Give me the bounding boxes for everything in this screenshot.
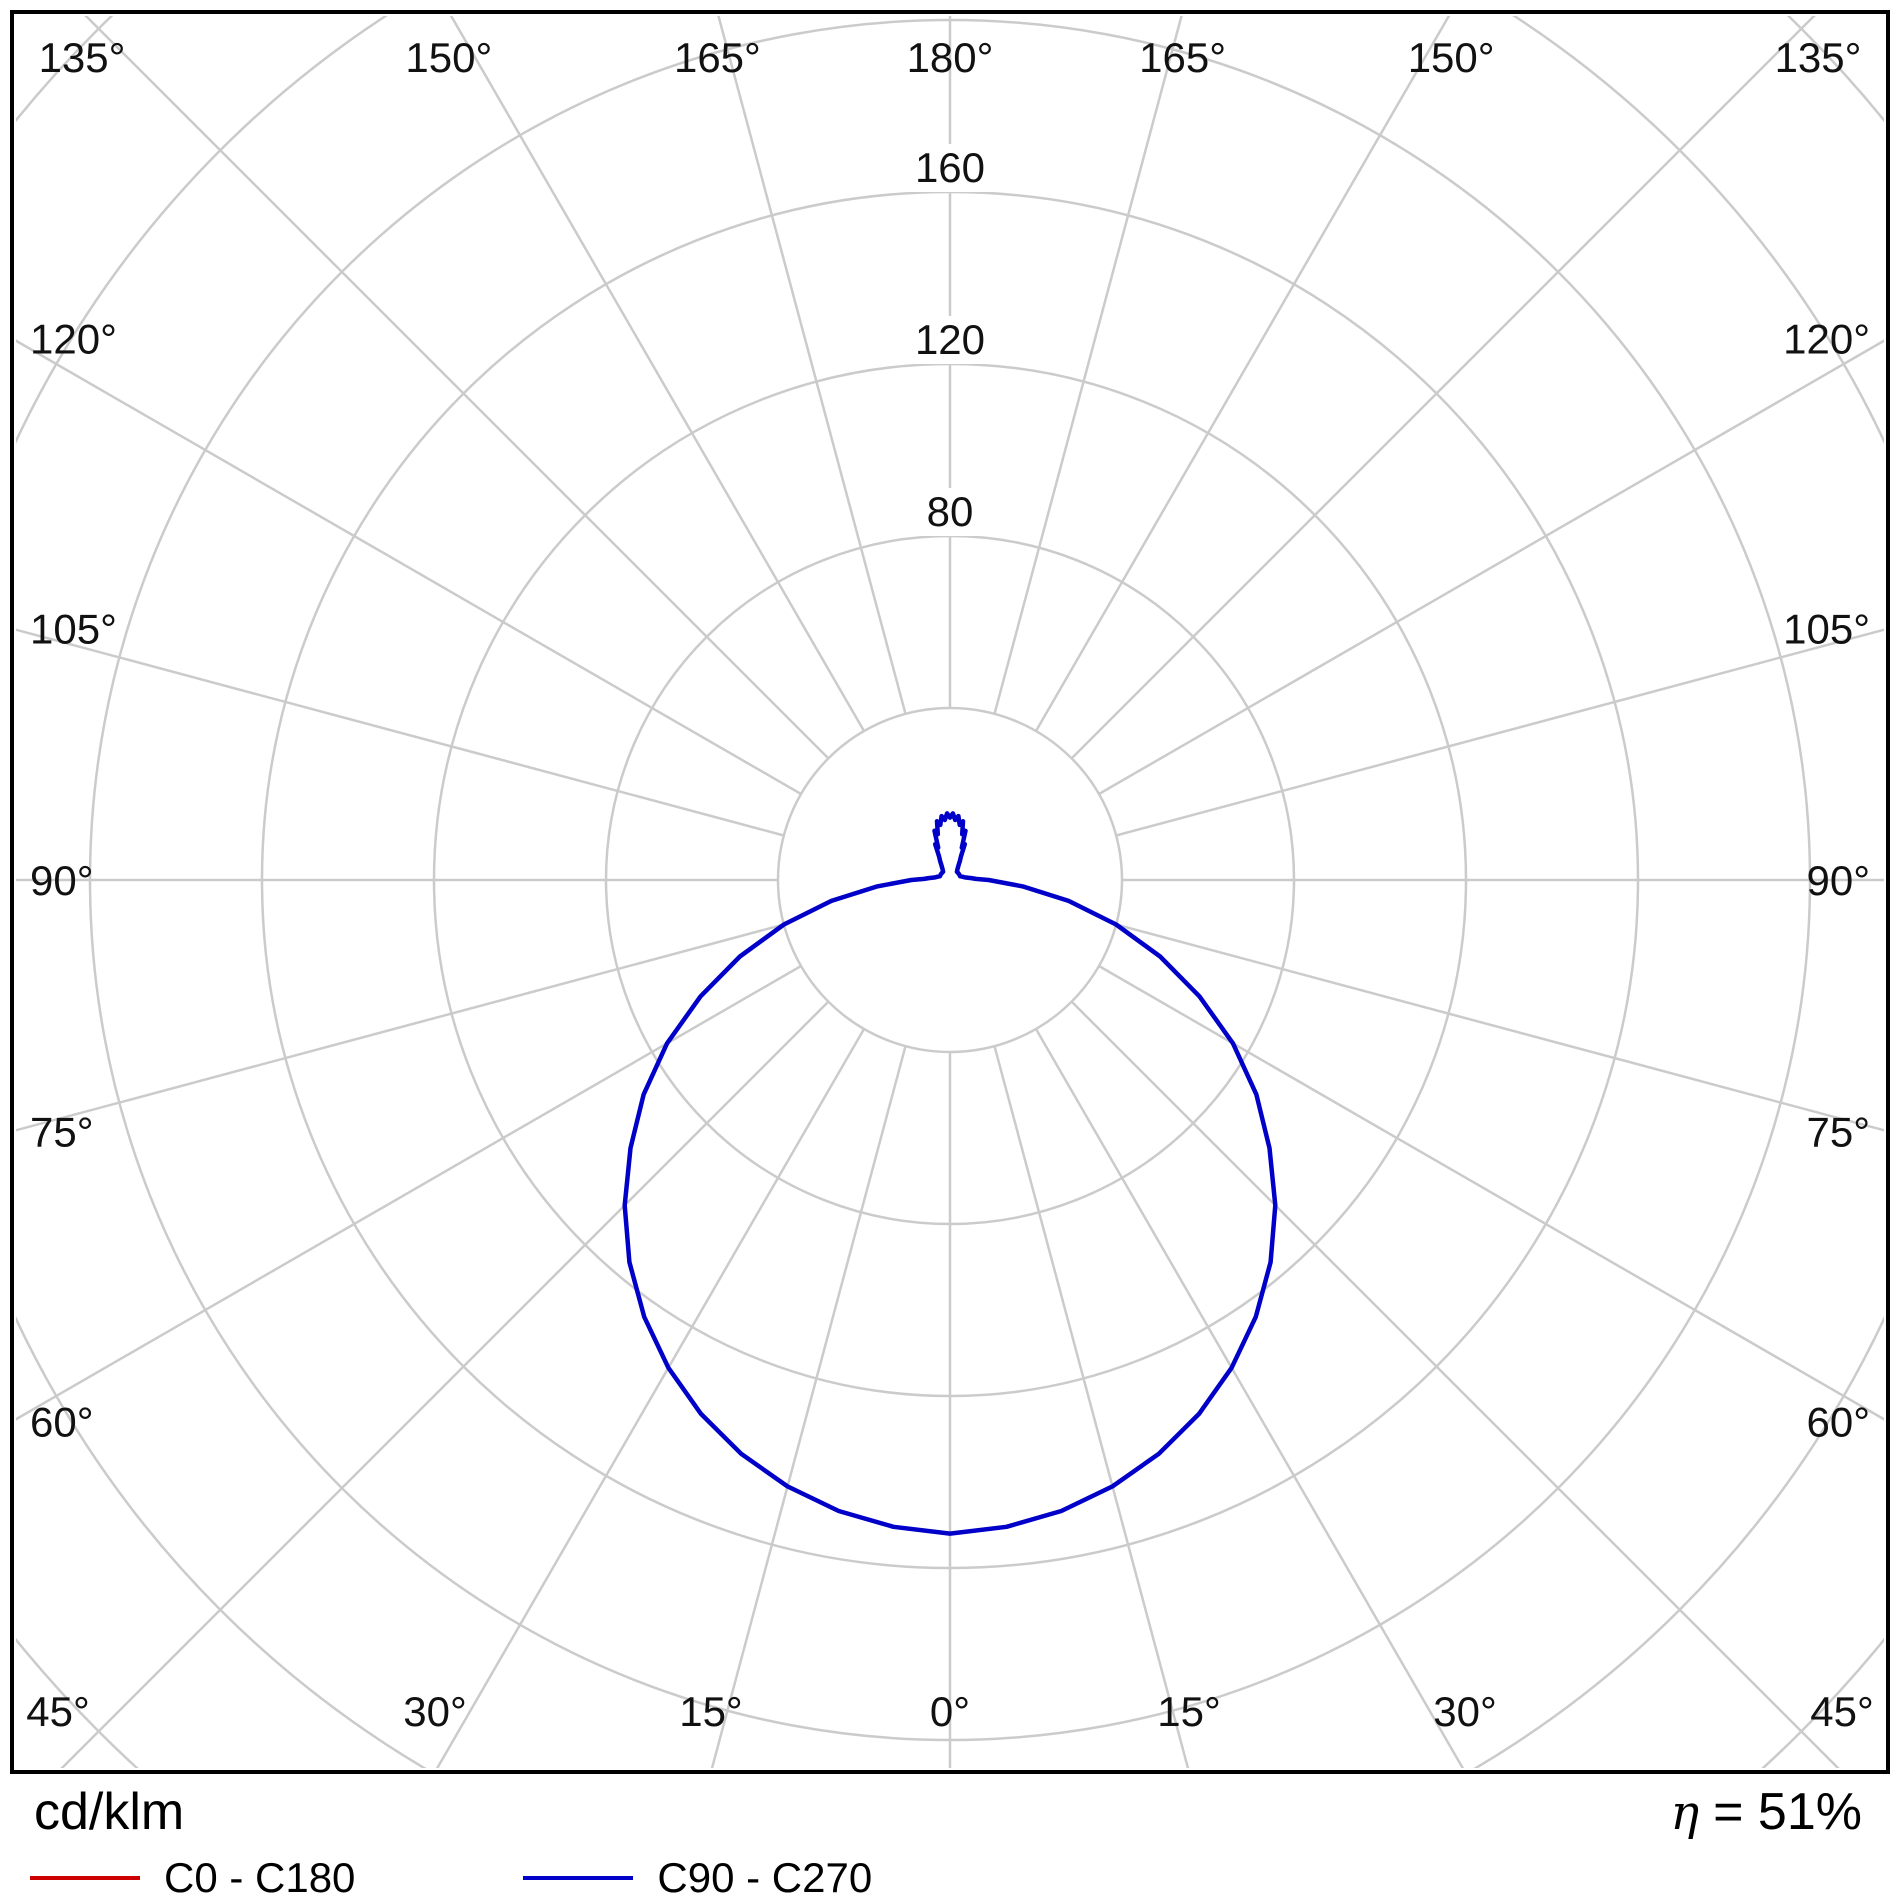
angle-label: 60° <box>1806 1399 1870 1446</box>
angle-label: 75° <box>1806 1108 1870 1155</box>
angle-label: 60° <box>30 1399 94 1446</box>
legend: C0 - C180 C90 - C270 <box>30 1854 1040 1900</box>
curve-c90-c270 <box>622 811 1278 1536</box>
eta-symbol: η <box>1670 1785 1700 1841</box>
legend-item-c90-c270: C90 - C270 <box>523 1854 872 1900</box>
angle-label: 150° <box>405 34 492 81</box>
angle-label: 90° <box>1806 857 1870 904</box>
ring-value-label: 160 <box>915 144 985 191</box>
angle-label: 120° <box>1783 315 1870 362</box>
grid-radial-line <box>1034 1028 1465 1768</box>
angle-label: 180° <box>907 34 994 81</box>
angle-label: 90° <box>30 857 94 904</box>
ring-value-label: 120 <box>915 316 985 363</box>
grid-radial-line <box>1070 1000 1840 1768</box>
angle-label: 15° <box>679 1688 743 1735</box>
angle-label: 30° <box>1433 1688 1497 1735</box>
ring-label-bg <box>897 316 1003 364</box>
unit-label: cd/klm <box>34 1783 185 1841</box>
angle-label: 45° <box>1810 1688 1874 1735</box>
angle-label: 120° <box>30 315 117 362</box>
grid-radial-line <box>449 16 866 732</box>
grid-radial-line <box>993 1045 1190 1768</box>
legend-label: C0 - C180 <box>164 1854 356 1900</box>
grid-radial-line <box>84 16 830 760</box>
angle-label: 135° <box>39 34 126 81</box>
grid-radial-line <box>16 628 785 837</box>
grid-radial-line <box>435 1028 866 1768</box>
angle-label: 30° <box>403 1688 467 1735</box>
grid-radial-line <box>16 339 802 796</box>
efficiency-label: η = 51% <box>1670 1783 1862 1841</box>
legend-label: C90 - C270 <box>657 1854 873 1900</box>
grid-radial-line <box>993 16 1183 715</box>
angle-label: 165° <box>674 34 761 81</box>
grid-radial-line <box>710 1045 907 1768</box>
angle-label: 150° <box>1408 34 1495 81</box>
ring-label-bg <box>897 144 1003 192</box>
red-line-swatch <box>30 1876 140 1880</box>
grid-radial-line <box>1098 964 1884 1421</box>
angle-label: 165° <box>1139 34 1226 81</box>
grid-radial-line <box>1070 16 1816 760</box>
grid-radial-line <box>1115 923 1884 1132</box>
angle-label: 75° <box>30 1108 94 1155</box>
angle-label: 0° <box>930 1688 970 1735</box>
grid-radial-line <box>717 16 907 715</box>
angle-label: 135° <box>1775 34 1862 81</box>
legend-item-c0-c180: C0 - C180 <box>30 1854 355 1900</box>
polar-chart: 80 120 160 0° 15° 15° 30° 30° 45° 45° 60° 60° 75° 75°… <box>10 10 1890 1774</box>
grid-radial-line <box>16 923 785 1132</box>
blue-line-swatch <box>523 1876 634 1880</box>
grid-radial-line <box>1098 339 1884 796</box>
angle-label: 15° <box>1157 1688 1221 1735</box>
grid-radial-line <box>1034 16 1451 732</box>
ring-value-label: 80 <box>927 488 974 535</box>
angle-label: 45° <box>26 1688 90 1735</box>
eta-value: = 51% <box>1713 1783 1862 1841</box>
angle-label: 105° <box>30 606 117 653</box>
grid-radial-line <box>1115 628 1884 837</box>
plot-border <box>10 10 1890 1774</box>
angle-label: 105° <box>1783 606 1870 653</box>
grid-radial-line <box>60 1000 830 1768</box>
grid-radial-line <box>16 964 802 1421</box>
ring-label-bg <box>909 488 991 536</box>
